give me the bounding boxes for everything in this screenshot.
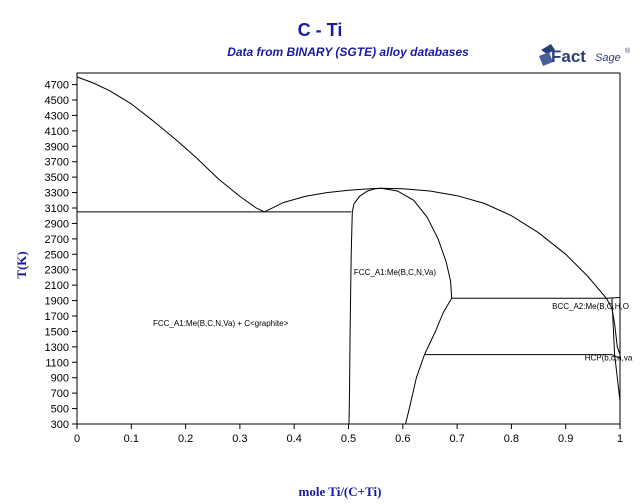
y-tick-label: 2100 [45,280,69,292]
phase-boundary-line-7 [348,211,353,425]
x-tick-label: 0.3 [232,433,247,445]
phase-boundaries [76,76,621,425]
region-label-2: FCC_A1:Me(B,C,N,Va) [354,268,436,277]
x-tick-label: 0.6 [395,433,410,445]
x-tick-label: 0.9 [558,433,573,445]
x-tick-label: 0.8 [504,433,519,445]
y-tick-label: 2300 [45,265,69,277]
y-tick-label: 1300 [45,342,69,354]
phase-boundary-line-1 [76,76,265,213]
phase-boundary-line-8 [405,298,453,425]
x-axis-title: mole Ti/(C+Ti) [299,484,382,499]
y-tick-label: 1700 [45,311,69,323]
region-label-3: BCC_A2:Me(B,C,H,O [552,302,629,311]
x-tick-label: 0.2 [178,433,193,445]
factsage-logo: Fact Sage ® [539,44,631,66]
y-axis-ticks: 300 500 700 900 1100 1300 1500 1700 1900 2100 2300… [45,80,77,431]
phase-region-labels: FCC_A1:Me(B,C,N,Va) + C<graphite> FCC_A1:… [153,268,633,363]
y-tick-label: 2500 [45,249,69,261]
y-tick-label: 1100 [45,357,69,369]
phase-boundary-line-2 [264,187,382,213]
y-tick-label: 700 [51,388,69,400]
y-tick-label: 3300 [45,188,69,200]
region-label-4: HCP(b,c,n,va [585,354,633,363]
x-tick-label: 1 [617,433,623,445]
y-tick-label: 500 [51,404,69,416]
phase-boundary-line-5 [351,187,382,213]
y-tick-label: 4100 [45,126,69,138]
y-tick-label: 2900 [45,218,69,230]
phase-boundary-line-11 [605,298,621,355]
logo-mark: ® [625,47,631,55]
chart-subtitle: Data from BINARY (SGTE) alloy databases [227,45,469,59]
x-tick-label: 0.1 [124,433,139,445]
logo-text-main: Fact [551,47,586,66]
x-tick-label: 0.7 [449,433,464,445]
y-tick-label: 4500 [45,95,69,107]
y-tick-label: 900 [51,373,69,385]
phase-boundary-line-6 [381,187,453,299]
logo-text-sub: Sage [595,52,621,64]
y-axis-title: T(K) [14,251,29,278]
y-tick-label: 3100 [45,203,69,215]
y-tick-label: 3900 [45,141,69,153]
y-tick-label: 1500 [45,326,69,338]
region-label-1: FCC_A1:Me(B,C,N,Va) + C<graphite> [153,319,289,328]
y-tick-label: 3500 [45,172,69,184]
x-axis-ticks: 0 0.1 0.2 0.3 0.4 0.5 0.6 0.7 0.8 0.9 1 [74,424,623,445]
phase-boundary-line-13 [611,354,621,359]
factsage-logo-icon [539,44,555,66]
y-tick-label: 4700 [45,80,69,92]
y-tick-label: 2700 [45,234,69,246]
x-tick-label: 0.4 [287,433,302,445]
phase-boundary-line-12 [611,298,621,401]
x-tick-label: 0 [74,433,80,445]
y-tick-label: 3700 [45,157,69,169]
y-tick-label: 300 [51,419,69,431]
x-tick-label: 0.5 [341,433,356,445]
y-tick-label: 4300 [45,110,69,122]
phase-boundary-line-3 [381,187,607,299]
y-tick-label: 1900 [45,296,69,308]
chart-title: C - Ti [297,20,343,40]
phase-boundary-line-14 [606,297,621,299]
